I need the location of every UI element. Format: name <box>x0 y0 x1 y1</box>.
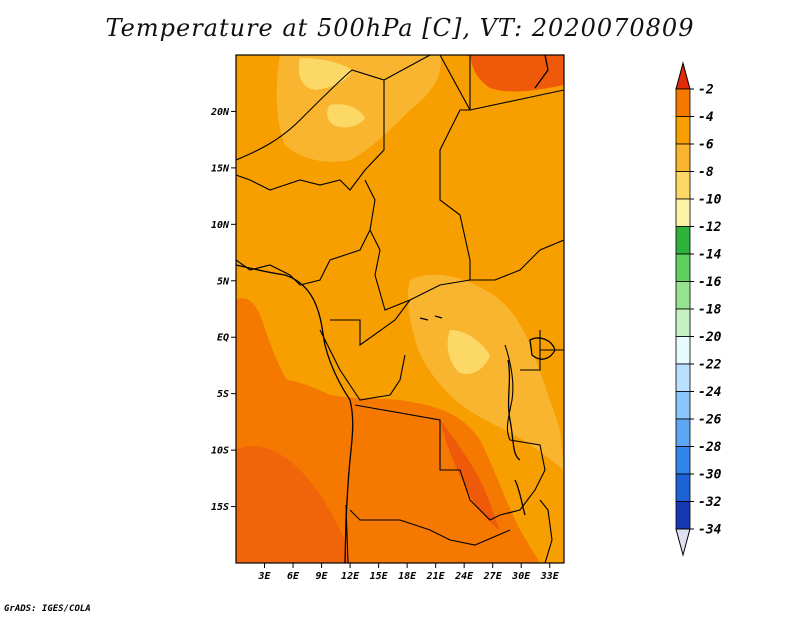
border-namibia-zambia <box>349 509 511 546</box>
field-region-8-central-east <box>407 274 564 470</box>
lake-malawi <box>514 479 526 516</box>
colorbar-label: -26 <box>698 413 722 428</box>
field-region-3-northeast <box>470 55 564 92</box>
country-borders <box>236 55 564 563</box>
colorbar-swatch <box>675 391 691 420</box>
lat-tick-label: 5N <box>217 276 230 287</box>
lat-tick-label: EQ <box>217 333 229 344</box>
map-frame <box>235 54 565 564</box>
colorbar-label: -8 <box>698 165 714 180</box>
colorbar-swatch <box>675 281 691 310</box>
colorbar-swatch <box>675 198 691 227</box>
field-region-3-southwest <box>236 446 350 563</box>
border-angola-zambia <box>354 404 501 521</box>
lon-tick-label: 33E <box>540 571 560 582</box>
grads-credit: GrADS: IGES/COLA <box>4 604 91 614</box>
field-region-10-central-east <box>447 330 490 375</box>
border-west-africa <box>236 69 385 191</box>
colorbar-bottom-arrow <box>675 528 691 557</box>
lon-tick-label: 27E <box>483 571 503 582</box>
border-egypt-libya <box>469 55 564 111</box>
colorbar-swatch <box>675 116 691 145</box>
colorbar-swatch <box>675 143 691 172</box>
colorbar-label: -2 <box>698 83 714 98</box>
colorbar-label: -10 <box>698 193 722 208</box>
border-sahel <box>383 55 564 281</box>
lat-tick-label: 10S <box>211 446 229 457</box>
lon-tick-label: 15E <box>370 571 389 582</box>
colorbar-label: -18 <box>698 303 722 318</box>
field-region-4-west <box>236 298 290 395</box>
colorbar-swatch <box>675 446 691 475</box>
colorbar-label: -12 <box>698 220 722 235</box>
lon-tick-label: 21E <box>426 571 446 582</box>
border-congo-drc <box>319 329 406 401</box>
lake-tanganyika <box>507 359 521 461</box>
border-gabon-congo <box>330 299 411 347</box>
colorbar-swatch <box>675 226 691 255</box>
colorbar-label: -4 <box>698 110 714 125</box>
lake-victoria <box>529 337 556 360</box>
colorbar-swatch <box>675 171 691 200</box>
colorbar: -2 -4 -6 -8 -10 -12 -14 -16 -18 -20 -22 -24 -26 -28 -3… <box>675 61 722 557</box>
red-sea-coast <box>534 55 549 89</box>
latitude-axis: 20N 15N 10N 5N EQ 5S 10S 15S <box>210 107 236 513</box>
lat-tick-label: 20N <box>210 107 230 118</box>
lat-tick-label: 15S <box>211 502 229 513</box>
coastlines <box>236 55 556 563</box>
colorbar-swatch <box>675 253 691 282</box>
colorbar-label: -28 <box>698 440 722 455</box>
colorbar-swatch <box>675 336 691 365</box>
lon-tick-label: 18E <box>398 571 417 582</box>
colorbar-label: -6 <box>698 138 714 153</box>
colorbar-swatch <box>675 418 691 447</box>
border-mozambique <box>539 499 553 563</box>
lon-tick-label: 6E <box>287 571 300 582</box>
colorbar-label: -22 <box>698 358 722 373</box>
field-region-10-north-b <box>327 104 365 128</box>
lon-tick-label: 24E <box>454 571 474 582</box>
colorbar-swatch <box>675 501 691 530</box>
colorbar-swatch <box>675 363 691 392</box>
colorbar-label: -24 <box>698 385 722 400</box>
colorbar-label: -14 <box>698 248 722 263</box>
lon-tick-label: 12E <box>341 571 360 582</box>
colorbar-label: -34 <box>698 523 722 538</box>
border-nigeria-niger <box>236 179 376 286</box>
lat-tick-label: 5S <box>217 389 229 400</box>
colorbar-label: -20 <box>698 330 722 345</box>
colorbar-label: -16 <box>698 275 722 290</box>
colorbar-swatch <box>675 473 691 502</box>
border-car-chad <box>369 229 471 311</box>
border-drc-east <box>499 344 546 516</box>
colorbar-label: -32 <box>698 495 722 510</box>
colorbar-top-arrow <box>675 61 691 90</box>
lon-tick-label: 3E <box>257 571 271 582</box>
lat-tick-label: 10N <box>211 220 230 231</box>
lon-tick-label: 9E <box>316 571 329 582</box>
chart-title: Temperature at 500hPa [C], VT: 202007080… <box>105 14 695 42</box>
border-uganda-kenya <box>520 330 564 371</box>
field-region-3-central-south <box>440 420 500 530</box>
colorbar-swatch <box>675 308 691 337</box>
river-congo-marks <box>419 315 443 321</box>
colorbar-label: -30 <box>698 468 722 483</box>
atlantic-coastline <box>236 264 354 563</box>
colorbar-swatch <box>675 88 691 117</box>
lon-tick-label: 30E <box>511 571 531 582</box>
temperature-field <box>236 55 564 563</box>
lat-tick-label: 15N <box>211 163 230 174</box>
longitude-axis: 3E 6E 9E 12E 15E 18E 21E 24E 27E 30E 33E <box>257 563 560 582</box>
